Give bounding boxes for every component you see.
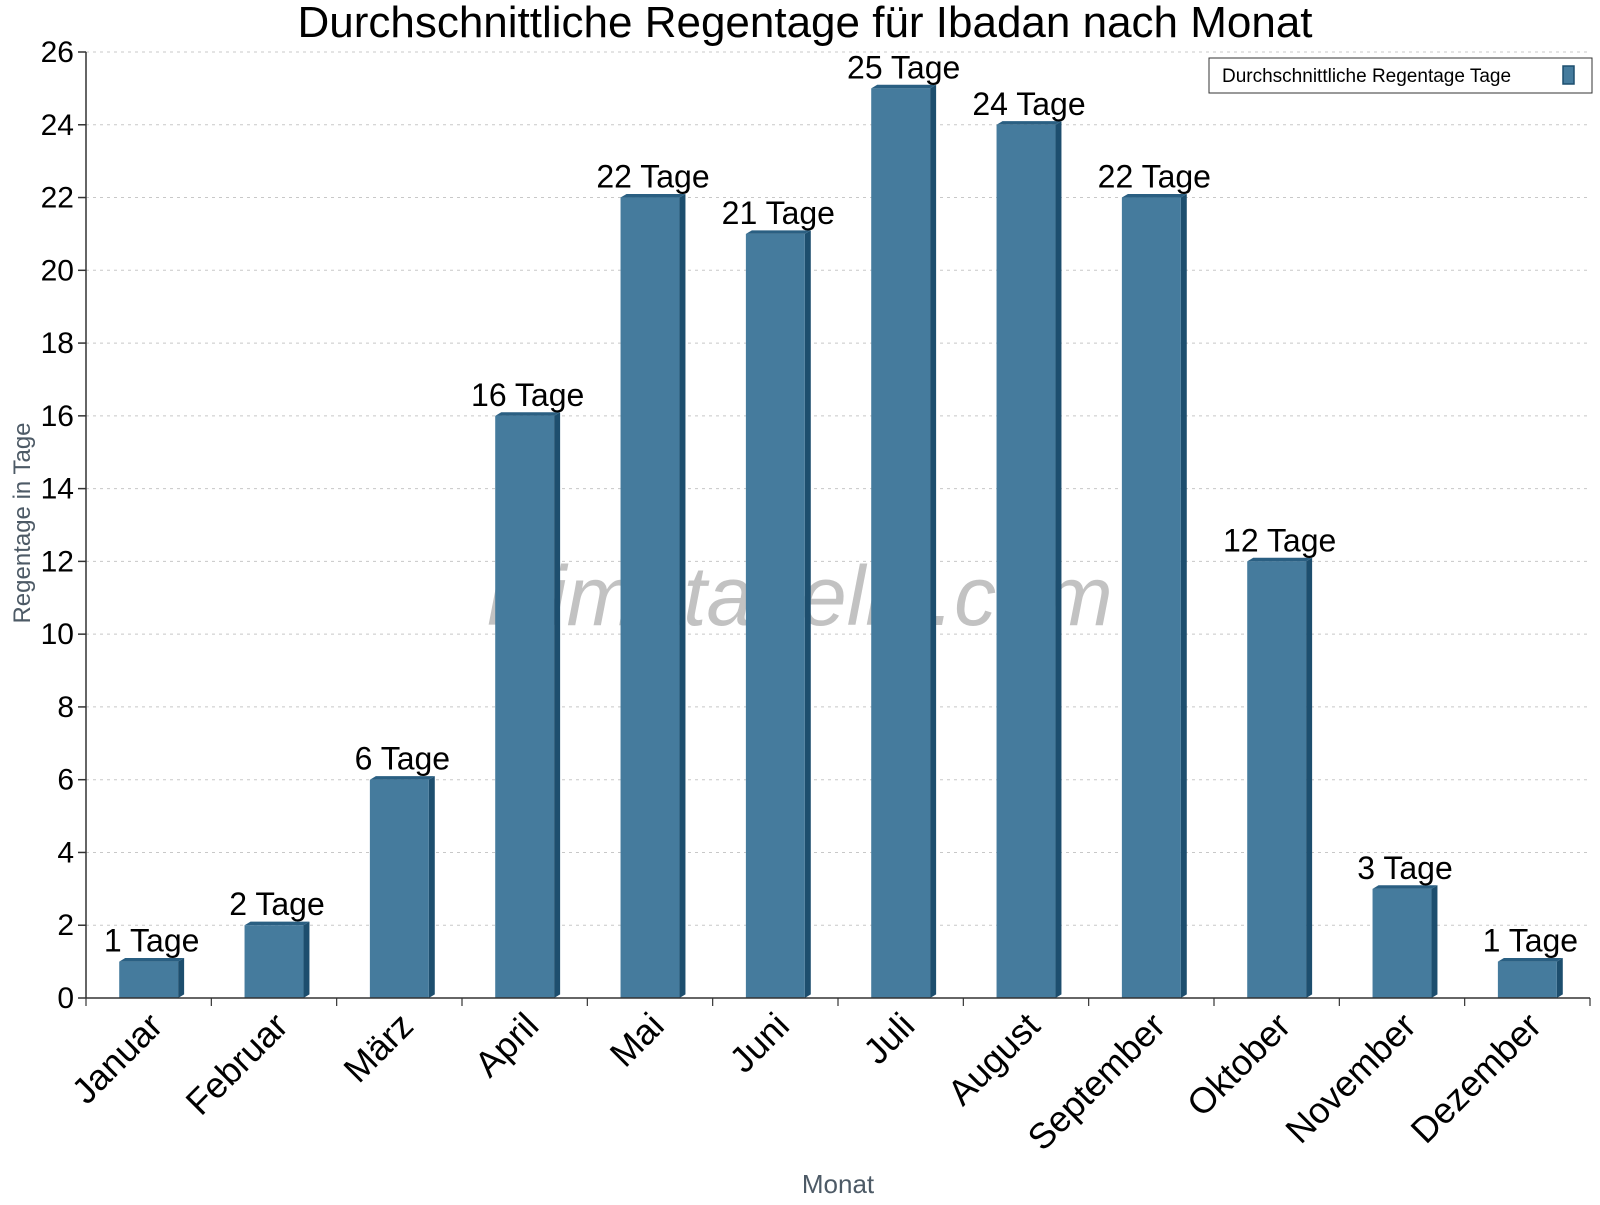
bar [244, 925, 304, 998]
bar-top [745, 230, 811, 234]
bar-side [554, 412, 561, 998]
x-tick-label: Mai [602, 1005, 672, 1075]
legend-swatch [1562, 65, 1575, 85]
data-label: 12 Tage [1223, 522, 1336, 558]
data-label: 22 Tage [1098, 159, 1211, 195]
data-labels: 1 Tage 2 Tage 6 Tage 16 Tage 22 Tage 21 Tage 2… [104, 49, 1578, 958]
bar [119, 961, 179, 998]
bar-side [1180, 193, 1187, 998]
y-tick-label: 26 [41, 36, 74, 69]
bar-side [1055, 121, 1062, 998]
bar-top [495, 412, 561, 416]
y-tick-label: 22 [41, 182, 74, 215]
y-tick-label: 10 [41, 618, 74, 651]
y-axis-label: Regentage in Tage [9, 422, 36, 623]
bar-top [244, 921, 310, 926]
bar-side [428, 776, 435, 998]
bar [1372, 888, 1432, 998]
bar-top [119, 958, 185, 962]
bar [495, 415, 555, 998]
bar-top [1247, 557, 1313, 562]
legend-label: Durchschnittliche Regentage Tage [1222, 66, 1511, 87]
y-tick-label: 6 [57, 764, 74, 797]
bar [1247, 561, 1307, 998]
x-tick-label: Juli [855, 1005, 922, 1072]
y-tick-label: 18 [41, 327, 74, 360]
x-tick-label: März [335, 1005, 421, 1091]
y-tick-label: 16 [41, 400, 74, 433]
bar [996, 124, 1056, 999]
data-label: 22 Tage [596, 159, 709, 195]
bar [871, 88, 931, 998]
x-tick-label: August [939, 1005, 1047, 1113]
bar [620, 197, 680, 999]
bar-top [1121, 193, 1187, 198]
bar-side [1556, 958, 1563, 998]
bar-top [996, 121, 1062, 125]
bar-side [804, 230, 811, 999]
data-label: 24 Tage [972, 86, 1085, 122]
bar-side [1431, 885, 1438, 998]
x-tick-label: Juni [721, 1005, 797, 1081]
bar-top [871, 84, 937, 89]
bar-side [930, 84, 937, 999]
data-label: 3 Tage [1357, 850, 1453, 886]
x-tick-label: Oktober [1179, 1005, 1299, 1125]
y-tick-label: 24 [41, 109, 74, 142]
data-label: 6 Tage [355, 741, 451, 777]
y-tick-label: 0 [57, 982, 74, 1015]
x-tick-label: September [1019, 1005, 1173, 1159]
bar-top [369, 776, 435, 780]
y-tick-label: 2 [57, 909, 74, 942]
data-label: 1 Tage [104, 923, 200, 959]
x-axis-ticks: Januar Februar März April Mai Juni Juli AugustS… [63, 998, 1591, 1159]
chart-title: Durchschnittliche Regentage für Ibadan n… [297, 0, 1312, 47]
x-axis-label: Monat [802, 1169, 875, 1199]
gridlines [86, 51, 1590, 926]
data-label: 16 Tage [471, 377, 584, 413]
bar [369, 779, 429, 998]
x-tick-label: April [466, 1005, 546, 1085]
bar [1497, 961, 1557, 998]
y-tick-label: 14 [41, 473, 74, 506]
x-tick-label: Februar [178, 1005, 296, 1123]
x-tick-label: November [1277, 1005, 1423, 1151]
legend-box [1208, 57, 1593, 94]
x-tick-label: Januar [63, 1005, 170, 1112]
bar-side [303, 921, 310, 998]
bar-top [620, 193, 686, 198]
data-label: 21 Tage [722, 195, 835, 231]
legend: Durchschnittliche Regentage Tage [1208, 57, 1593, 94]
bars [119, 84, 1563, 999]
y-tick-label: 8 [57, 691, 74, 724]
y-tick-label: 20 [41, 254, 74, 287]
bar-top [1372, 885, 1438, 889]
y-tick-label: 4 [57, 836, 74, 869]
data-label: 2 Tage [229, 886, 325, 922]
bar [745, 233, 805, 998]
data-label: 25 Tage [847, 49, 960, 85]
data-label: 1 Tage [1483, 923, 1579, 959]
bar-side [1306, 557, 1313, 998]
x-tick-label: Dezember [1403, 1005, 1549, 1151]
bar [1121, 197, 1181, 999]
bar-top [1497, 958, 1563, 962]
y-tick-label: 12 [41, 545, 74, 578]
bar-side [679, 193, 686, 998]
bar-side [178, 958, 185, 998]
